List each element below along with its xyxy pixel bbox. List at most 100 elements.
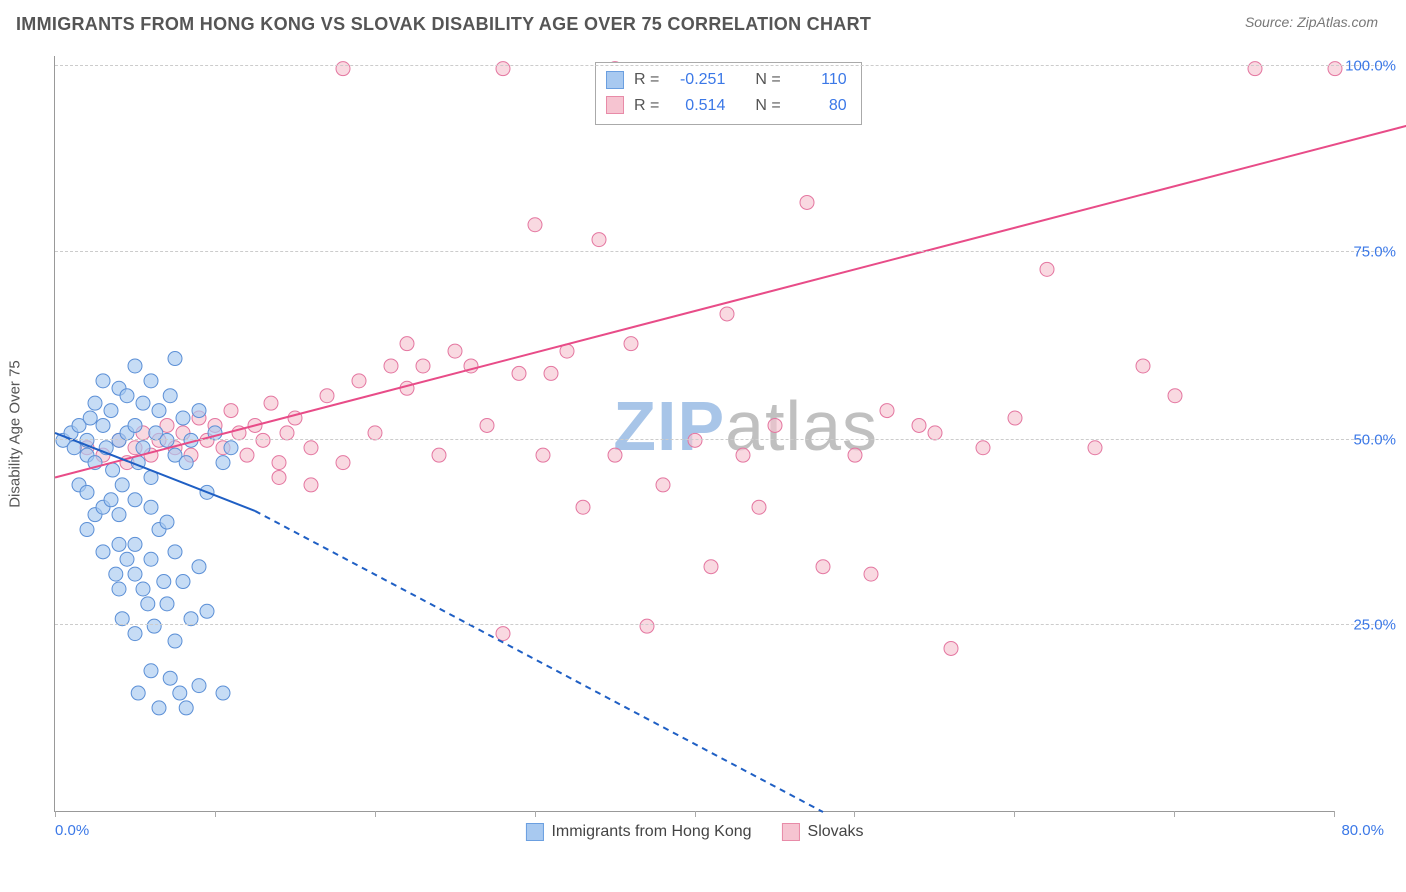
- scatter-point: [128, 537, 142, 551]
- scatter-point: [272, 456, 286, 470]
- scatter-point: [104, 493, 118, 507]
- scatter-point: [688, 433, 702, 447]
- legend-item-b: Slovaks: [782, 823, 864, 841]
- scatter-point: [656, 478, 670, 492]
- y-tick-label: 50.0%: [1353, 431, 1396, 448]
- scatter-point: [536, 448, 550, 462]
- grid-line-h: [55, 65, 1384, 66]
- scatter-point: [816, 560, 830, 574]
- scatter-point: [163, 389, 177, 403]
- x-tick: [1014, 811, 1015, 817]
- scatter-chart: Disability Age Over 75 ZIPatlas R = -0.2…: [54, 56, 1334, 812]
- trend-line: [255, 511, 823, 812]
- scatter-point: [168, 634, 182, 648]
- scatter-point: [1168, 389, 1182, 403]
- scatter-point: [179, 701, 193, 715]
- scatter-point: [576, 500, 590, 514]
- legend-item-a: Immigrants from Hong Kong: [525, 823, 751, 841]
- scatter-point: [752, 500, 766, 514]
- n-value-a: 110: [791, 67, 847, 93]
- scatter-point: [160, 597, 174, 611]
- x-tick: [1334, 811, 1335, 817]
- scatter-point: [176, 575, 190, 589]
- chart-title: IMMIGRANTS FROM HONG KONG VS SLOVAK DISA…: [16, 14, 871, 35]
- scatter-point: [864, 567, 878, 581]
- n-value-b: 80: [791, 93, 847, 119]
- scatter-point: [624, 337, 638, 351]
- scatter-point: [136, 582, 150, 596]
- scatter-point: [320, 389, 334, 403]
- scatter-point: [112, 582, 126, 596]
- x-max-label: 80.0%: [1341, 822, 1384, 839]
- scatter-point: [736, 448, 750, 462]
- scatter-point: [1328, 62, 1342, 76]
- scatter-point: [152, 701, 166, 715]
- scatter-point: [704, 560, 718, 574]
- scatter-point: [544, 366, 558, 380]
- correlation-box: R = -0.251 N = 110 R = 0.514 N = 80: [595, 62, 862, 125]
- scatter-point: [768, 418, 782, 432]
- scatter-point: [104, 404, 118, 418]
- scatter-point: [131, 686, 145, 700]
- scatter-point: [144, 664, 158, 678]
- scatter-point: [192, 560, 206, 574]
- scatter-point: [448, 344, 462, 358]
- scatter-point: [496, 627, 510, 641]
- x-tick: [695, 811, 696, 817]
- scatter-point: [200, 604, 214, 618]
- r-label: R =: [634, 93, 659, 119]
- scatter-point: [800, 195, 814, 209]
- legend-swatch-a: [525, 823, 543, 841]
- x-min-label: 0.0%: [55, 822, 89, 839]
- scatter-point: [157, 575, 171, 589]
- scatter-point: [176, 411, 190, 425]
- scatter-point: [496, 62, 510, 76]
- scatter-point: [216, 686, 230, 700]
- scatter-point: [592, 233, 606, 247]
- y-tick-label: 25.0%: [1353, 617, 1396, 634]
- scatter-point: [416, 359, 430, 373]
- scatter-point: [112, 537, 126, 551]
- scatter-point: [1088, 441, 1102, 455]
- scatter-point: [640, 619, 654, 633]
- y-axis-label: Disability Age Over 75: [7, 360, 24, 508]
- scatter-point: [272, 470, 286, 484]
- n-label: N =: [755, 67, 780, 93]
- scatter-point: [352, 374, 366, 388]
- scatter-point: [216, 456, 230, 470]
- r-label: R =: [634, 67, 659, 93]
- scatter-point: [240, 448, 254, 462]
- corr-row-a: R = -0.251 N = 110: [606, 67, 847, 93]
- scatter-point: [80, 485, 94, 499]
- scatter-point: [128, 418, 142, 432]
- n-label: N =: [755, 93, 780, 119]
- scatter-point: [264, 396, 278, 410]
- legend-swatch-b: [782, 823, 800, 841]
- scatter-point: [512, 366, 526, 380]
- r-value-b: 0.514: [669, 93, 725, 119]
- x-tick: [55, 811, 56, 817]
- grid-line-h: [55, 439, 1384, 440]
- scatter-point: [720, 307, 734, 321]
- scatter-point: [144, 374, 158, 388]
- legend-label-b: Slovaks: [808, 823, 864, 841]
- scatter-point: [1008, 411, 1022, 425]
- scatter-point: [1040, 262, 1054, 276]
- scatter-point: [144, 500, 158, 514]
- chart-svg: [55, 56, 1335, 812]
- scatter-point: [144, 552, 158, 566]
- scatter-point: [336, 62, 350, 76]
- scatter-point: [112, 508, 126, 522]
- scatter-point: [336, 456, 350, 470]
- source-attribution: Source: ZipAtlas.com: [1245, 14, 1378, 30]
- scatter-point: [88, 396, 102, 410]
- scatter-point: [400, 381, 414, 395]
- legend: Immigrants from Hong Kong Slovaks: [525, 823, 863, 841]
- scatter-point: [528, 218, 542, 232]
- scatter-point: [160, 515, 174, 529]
- scatter-point: [304, 478, 318, 492]
- scatter-point: [848, 448, 862, 462]
- scatter-point: [224, 441, 238, 455]
- scatter-point: [109, 567, 123, 581]
- scatter-point: [432, 448, 446, 462]
